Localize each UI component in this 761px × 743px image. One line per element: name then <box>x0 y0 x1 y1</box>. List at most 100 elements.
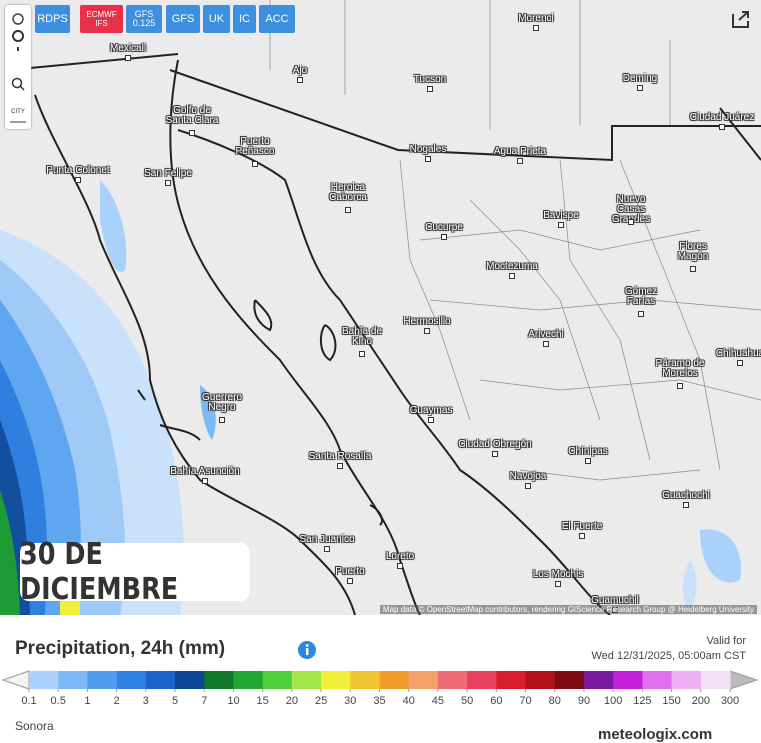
share-button[interactable] <box>728 6 754 32</box>
city-marker <box>690 266 696 272</box>
map[interactable]: RDPS ECMWF IFS GFS 0.125 GFS UK IC ACC C… <box>0 0 761 615</box>
city-label: Moctezuma <box>486 261 538 272</box>
scale-label: 200 <box>692 695 710 707</box>
scale-color <box>379 671 410 689</box>
municipal-lines <box>269 0 761 481</box>
city-marker <box>202 478 208 484</box>
legend: Precipitation, 24h (mm) Valid for Wed 12… <box>0 615 761 743</box>
city-marker <box>543 341 549 347</box>
city-marker <box>558 222 564 228</box>
city-label: Chihuahua <box>715 348 761 359</box>
map-tools: CITY <box>5 5 31 129</box>
city-label: Ajo <box>292 65 308 76</box>
info-icon[interactable] <box>297 640 317 660</box>
scale-arrow-high <box>729 670 759 690</box>
city-marker <box>509 273 515 279</box>
model-button[interactable]: GFS 0.125 <box>126 5 162 33</box>
scale-label: 25 <box>315 695 327 707</box>
model-button[interactable]: RDPS <box>35 5 70 33</box>
scale-label: 60 <box>490 695 502 707</box>
city-label: Arivechi <box>528 329 564 340</box>
scale-color <box>321 671 351 689</box>
city-label: Ciudad Obregón <box>458 439 532 450</box>
scale-color <box>262 671 293 689</box>
city-label: Santa Rosalía <box>308 451 372 462</box>
city-marker <box>638 311 644 317</box>
city-marker <box>683 502 689 508</box>
city-label: Flores Magón <box>677 241 709 262</box>
city-marker <box>347 578 353 584</box>
city-marker <box>628 219 634 225</box>
scale-label: 35 <box>373 695 385 707</box>
brand: meteologix.com <box>598 726 713 743</box>
scale-label: 80 <box>549 695 561 707</box>
scale-label: 30 <box>344 695 356 707</box>
scale-color <box>175 671 205 689</box>
scale-label: 20 <box>286 695 298 707</box>
city-label: Bahía Asunción <box>170 466 240 477</box>
city-marker <box>517 158 523 164</box>
model-button[interactable]: IC <box>233 5 256 33</box>
city-marker <box>297 77 303 83</box>
city-label: Guaymas <box>409 405 453 416</box>
city-label: Loreto <box>385 551 415 562</box>
date-badge: 30 DE DICIEMBRE <box>20 537 250 607</box>
coastlines <box>34 59 611 615</box>
city-marker <box>165 180 171 186</box>
scale-color <box>87 671 118 689</box>
city-label: Gómez Farías <box>624 286 658 307</box>
city-marker <box>737 360 743 366</box>
city-label: Puerto <box>335 566 365 577</box>
city-label: Puerto Peñasco <box>235 136 275 157</box>
city-label: Páramo de Morelos <box>655 358 705 379</box>
scale-color <box>613 671 643 689</box>
city-label: Punta Colonet <box>46 165 110 176</box>
city-marker <box>219 417 225 423</box>
scale-label: 0.5 <box>51 695 66 707</box>
city-label: Ciudad Juárez <box>689 112 755 123</box>
scale-color <box>437 671 468 689</box>
city-label: San Juanico <box>299 534 355 545</box>
city-marker <box>585 458 591 464</box>
scale-color <box>204 671 234 689</box>
city-label: Guachochi <box>662 490 710 501</box>
scale-color <box>408 671 439 689</box>
color-scale: 0.1 0.5 1 2 3 5 7 10 15 20 25 30 35 40 45 50 60 70 80 90 100… <box>1 670 759 707</box>
scale-color <box>350 671 380 689</box>
city-tool[interactable]: CITY <box>11 109 25 115</box>
model-button[interactable]: UK <box>203 5 230 33</box>
city-label: El Fuerte <box>561 521 603 532</box>
city-marker <box>533 25 539 31</box>
city-marker <box>492 451 498 457</box>
attribution: Map data © OpenStreetMap contributors, r… <box>379 605 757 614</box>
city-label: Morenci <box>518 13 554 24</box>
city-label: Guamuchil <box>591 595 639 606</box>
scale-label: 50 <box>461 695 473 707</box>
city-marker <box>428 417 434 423</box>
city-label: Agua Prieta <box>493 146 547 157</box>
scale-color <box>145 671 176 689</box>
scale-color <box>583 671 614 689</box>
scale-label: 150 <box>662 695 680 707</box>
city-marker <box>189 130 195 136</box>
city-marker <box>555 581 561 587</box>
city-marker <box>252 161 258 167</box>
valid-label: Valid for <box>706 635 746 647</box>
city-marker <box>425 156 431 162</box>
city-label: Cucurpe <box>425 222 463 233</box>
scale-color <box>525 671 556 689</box>
scale-color <box>233 671 264 689</box>
model-button[interactable]: GFS <box>166 5 200 33</box>
model-button[interactable]: ACC <box>259 5 295 33</box>
city-label: Los Mochis <box>532 569 584 580</box>
city-label: Mexicali <box>109 43 147 54</box>
scale-color <box>700 671 731 689</box>
scale-label: 1 <box>84 695 90 707</box>
scale-color <box>58 671 88 689</box>
scale-label: 10 <box>227 695 239 707</box>
scale-label: 3 <box>143 695 149 707</box>
city-marker <box>677 383 683 389</box>
scale-color <box>291 671 322 689</box>
model-button[interactable]: ECMWF IFS <box>80 5 123 33</box>
